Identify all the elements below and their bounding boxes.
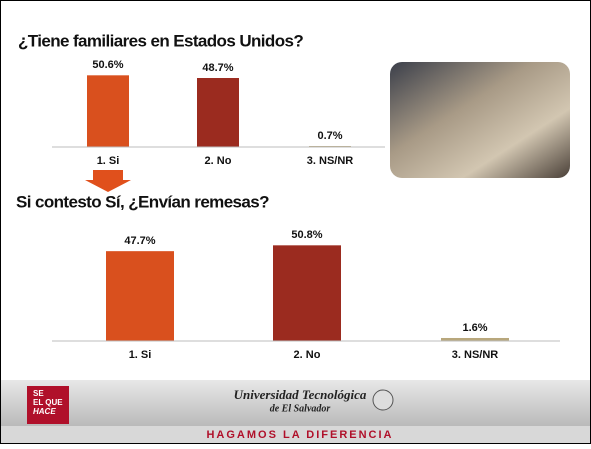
- bar: [106, 251, 174, 341]
- bar: [197, 78, 239, 147]
- x-tick-label: 3. NS/NR: [307, 155, 354, 167]
- value-label: 50.8%: [291, 229, 322, 241]
- logo-text: EL QUE: [33, 398, 63, 407]
- x-tick-label: 3. NS/NR: [452, 349, 499, 361]
- logo-text: SE: [33, 389, 44, 398]
- logo-text: HACE: [33, 407, 56, 416]
- bar: [273, 245, 341, 341]
- bar: [87, 75, 129, 147]
- x-tick-label: 1. Si: [97, 155, 120, 167]
- value-label: 47.7%: [124, 235, 155, 247]
- value-label: 0.7%: [317, 130, 342, 142]
- chart-title: ¿Tiene familiares en Estados Unidos?: [18, 31, 303, 50]
- value-label: 48.7%: [202, 62, 233, 74]
- university-name: Universidad Tecnológica: [234, 387, 367, 402]
- x-tick-label: 2. No: [205, 155, 232, 167]
- value-label: 50.6%: [92, 59, 123, 71]
- value-label: 1.6%: [462, 322, 487, 334]
- x-tick-label: 2. No: [294, 349, 321, 361]
- university-sub: de El Salvador: [270, 403, 331, 414]
- slogan: HAGAMOS LA DIFERENCIA: [206, 429, 393, 441]
- slide: ¿Tiene familiares en Estados Unidos? Si …: [0, 0, 591, 444]
- emblem: [373, 390, 393, 410]
- photo-money: [390, 62, 570, 178]
- x-tick-label: 1. Si: [129, 349, 152, 361]
- chart-title: Si contesto Sí, ¿Envían remesas?: [16, 192, 269, 211]
